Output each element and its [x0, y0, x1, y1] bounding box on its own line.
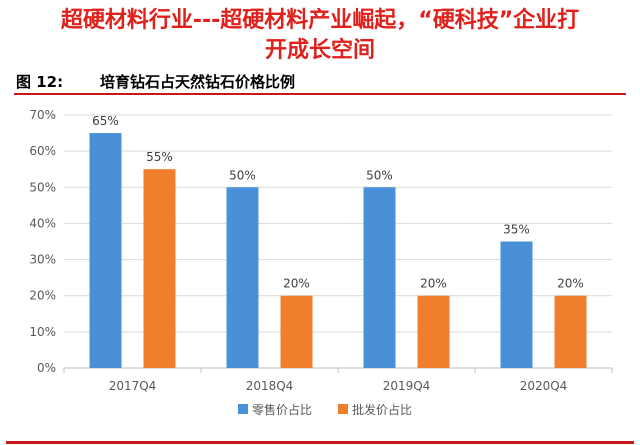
data-label: 65%: [92, 114, 119, 128]
y-tick-label: 40%: [29, 216, 56, 230]
data-label: 55%: [146, 150, 173, 164]
bottom-rule: [6, 441, 634, 444]
y-tick-label: 0%: [37, 361, 56, 375]
data-label: 20%: [283, 277, 310, 291]
legend-label: 批发价占比: [352, 402, 412, 417]
figure-label: 图 12:: [16, 73, 64, 91]
bar-retail: [89, 133, 122, 368]
data-label: 20%: [420, 277, 447, 291]
bar-wholesale: [143, 169, 176, 368]
data-label: 35%: [503, 223, 530, 237]
bar-wholesale: [417, 295, 450, 368]
headline-line-1: 超硬材料行业---超硬材料产业崛起，“硬科技”企业打: [60, 8, 580, 33]
x-tick-label: 2019Q4: [383, 379, 431, 393]
legend-swatch: [338, 404, 348, 414]
x-tick-label: 2018Q4: [246, 379, 294, 393]
x-tick-label: 2020Q4: [520, 379, 568, 393]
data-label: 20%: [557, 277, 584, 291]
legend-label: 零售价占比: [252, 402, 312, 417]
y-tick-label: 30%: [29, 253, 56, 267]
y-tick-label: 50%: [29, 180, 56, 194]
bar-wholesale: [280, 295, 313, 368]
x-tick-label: 2017Q4: [109, 379, 157, 393]
headline-line-2: 开成长空间: [264, 38, 375, 63]
figure-header: 图 12: 培育钻石占天然钻石价格比例: [14, 69, 626, 95]
y-tick-label: 10%: [29, 325, 56, 339]
y-tick-label: 70%: [29, 108, 56, 122]
data-label: 50%: [229, 168, 256, 182]
bar-wholesale: [554, 295, 587, 368]
y-tick-label: 60%: [29, 144, 56, 158]
data-label: 50%: [366, 168, 393, 182]
bar-retail: [363, 187, 396, 368]
headline: 超硬材料行业---超硬材料产业崛起，“硬科技”企业打 开成长空间: [0, 6, 640, 66]
bar-retail: [500, 241, 533, 368]
y-tick-label: 20%: [29, 289, 56, 303]
legend-swatch: [238, 404, 248, 414]
figure-title: 培育钻石占天然钻石价格比例: [100, 73, 296, 91]
bar-retail: [226, 187, 259, 368]
